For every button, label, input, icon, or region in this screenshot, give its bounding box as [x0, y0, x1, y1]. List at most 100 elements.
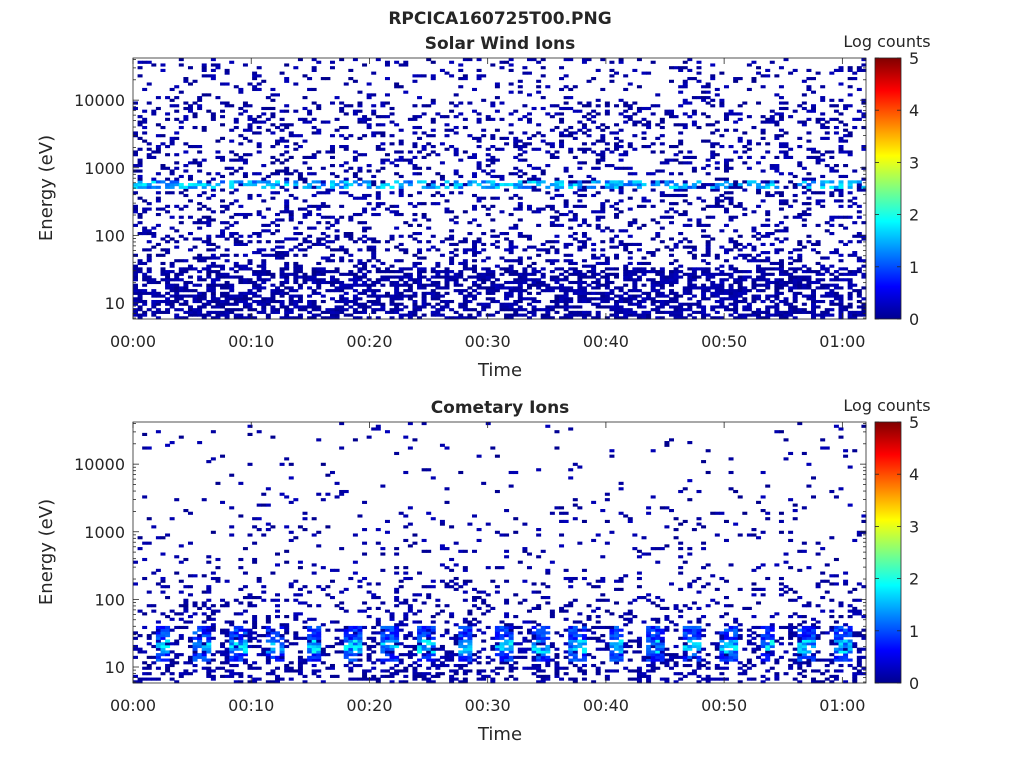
heatmap-cell [210, 653, 216, 657]
heatmap-cell [174, 117, 180, 121]
heatmap-cell [751, 299, 757, 304]
heatmap-cell [728, 291, 734, 295]
heatmap-cell [531, 278, 537, 282]
heatmap-cell [421, 104, 427, 108]
heatmap-cell [325, 150, 331, 154]
heatmap-cell [632, 123, 638, 127]
heatmap-cell [838, 183, 844, 187]
heatmap-cell [586, 283, 592, 287]
heatmap-cell [829, 180, 835, 184]
heatmap-cell [577, 297, 583, 301]
heatmap-cell [751, 294, 757, 298]
heatmap-cell [229, 297, 235, 301]
heatmap-cell [247, 666, 253, 670]
heatmap-cell [242, 158, 248, 162]
heatmap-cell [783, 313, 789, 317]
heatmap-cell [760, 299, 766, 304]
heatmap-cell [742, 253, 748, 257]
heatmap-cell [756, 259, 762, 263]
heatmap-cell [847, 272, 853, 276]
heatmap-cell [751, 286, 757, 290]
heatmap-cell [733, 302, 739, 306]
heatmap-cell [669, 66, 674, 70]
heatmap-cell [595, 256, 601, 260]
heatmap-cell [742, 313, 748, 317]
heatmap-cell [417, 256, 423, 260]
heatmap-cell [701, 223, 707, 227]
heatmap-cell [352, 658, 358, 662]
heatmap-cell [536, 85, 542, 89]
heatmap-cell [600, 150, 606, 154]
heatmap-cell [687, 278, 693, 282]
heatmap-cell [614, 655, 620, 659]
heatmap-cell [746, 305, 752, 309]
heatmap-cell [275, 169, 280, 173]
heatmap-cell [733, 229, 739, 233]
heatmap-cell [614, 147, 620, 151]
heatmap-cell [856, 180, 862, 184]
heatmap-cell [531, 188, 537, 192]
heatmap-cell [517, 183, 523, 187]
heatmap-cell [632, 280, 638, 285]
heatmap-cell [494, 240, 500, 244]
heatmap-cell [137, 115, 143, 119]
heatmap-cell [453, 253, 459, 257]
heatmap-cell [297, 232, 303, 236]
heatmap-cell [339, 215, 345, 219]
heatmap-cell [673, 210, 679, 214]
heatmap-cell [545, 150, 551, 154]
heatmap-cell [852, 316, 858, 320]
heatmap-cell [687, 297, 693, 301]
heatmap-cell [343, 272, 349, 276]
heatmap-cell [481, 134, 487, 138]
heatmap-cell [627, 256, 633, 260]
heatmap-cell [412, 291, 418, 295]
heatmap-cell [494, 299, 500, 304]
heatmap-cell [435, 663, 441, 668]
heatmap-cell [581, 161, 587, 165]
heatmap-cell [792, 267, 798, 271]
heatmap-cell [669, 115, 674, 119]
heatmap-cell [329, 316, 335, 320]
heatmap-cell [801, 212, 807, 217]
heatmap-cell [155, 145, 161, 149]
heatmap-cell [682, 316, 688, 320]
heatmap-cell [746, 115, 752, 119]
heatmap-cell [581, 297, 587, 301]
heatmap-cell [412, 672, 418, 676]
heatmap-cell [439, 299, 445, 304]
heatmap-cell [499, 302, 505, 306]
heatmap-cell [412, 669, 418, 673]
heatmap-cell [233, 261, 239, 266]
heatmap-cell [783, 202, 789, 206]
heatmap-cell [476, 199, 482, 203]
heatmap-cell [201, 93, 207, 97]
heatmap-cell [504, 294, 510, 298]
heatmap-cell [623, 308, 629, 312]
heatmap-cell [673, 259, 679, 263]
heatmap-cell [673, 185, 679, 189]
heatmap-cell [838, 267, 844, 271]
heatmap-cell [641, 117, 647, 121]
heatmap-cell [458, 63, 464, 67]
heatmap-cell [293, 196, 299, 200]
heatmap-cell [549, 316, 555, 320]
heatmap-cell [220, 310, 226, 314]
heatmap-cell [449, 109, 455, 113]
heatmap-cell [591, 115, 597, 119]
heatmap-cell [307, 294, 313, 298]
heatmap-cell [215, 297, 221, 301]
heatmap-cell [856, 234, 862, 238]
heatmap-cell [517, 272, 523, 276]
heatmap-cell [242, 128, 248, 132]
heatmap-cell [476, 272, 482, 276]
heatmap-cell [252, 251, 258, 255]
heatmap-cell [151, 185, 157, 189]
heatmap-cell [412, 131, 418, 135]
heatmap-cell [710, 142, 716, 146]
heatmap-cell [801, 180, 807, 184]
heatmap-cell [284, 286, 290, 290]
heatmap-cell [783, 153, 789, 157]
heatmap-cell [733, 278, 739, 282]
heatmap-cell [417, 286, 423, 290]
